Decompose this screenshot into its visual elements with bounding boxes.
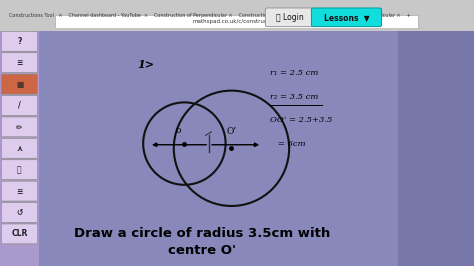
- Text: r₁ = 2.5 cm: r₁ = 2.5 cm: [270, 69, 319, 77]
- Text: 🔒 Login: 🔒 Login: [276, 13, 303, 22]
- Text: CLR: CLR: [11, 229, 27, 238]
- Text: ✏: ✏: [16, 122, 23, 131]
- Text: r₂ = 3.5 cm: r₂ = 3.5 cm: [270, 93, 319, 101]
- Text: Lessons  ▼: Lessons ▼: [324, 13, 369, 22]
- Text: OO’ = 2.5+3.5: OO’ = 2.5+3.5: [270, 116, 333, 124]
- Text: ?: ?: [17, 37, 22, 46]
- Text: ⌒: ⌒: [17, 165, 22, 174]
- Text: ↺: ↺: [16, 208, 23, 217]
- Text: ≡: ≡: [16, 58, 23, 67]
- Text: Draw a circle of radius 3.5cm with
centre O': Draw a circle of radius 3.5cm with centr…: [74, 227, 330, 257]
- Text: ▦: ▦: [16, 80, 23, 89]
- Text: = 6cm: = 6cm: [270, 140, 306, 148]
- Text: o: o: [176, 126, 181, 135]
- Text: O’: O’: [227, 127, 237, 136]
- Text: /: /: [18, 101, 21, 110]
- Text: ≡: ≡: [16, 186, 23, 196]
- Text: Constructions Tool   ×    Channel dashboard - YouTube  ×    Construction of Perp: Constructions Tool × Channel dashboard -…: [9, 13, 411, 18]
- Text: ⋏: ⋏: [16, 144, 23, 153]
- Text: mathspad.co.uk/c/construct.php: mathspad.co.uk/c/construct.php: [192, 19, 282, 24]
- Text: 1>: 1>: [137, 59, 155, 70]
